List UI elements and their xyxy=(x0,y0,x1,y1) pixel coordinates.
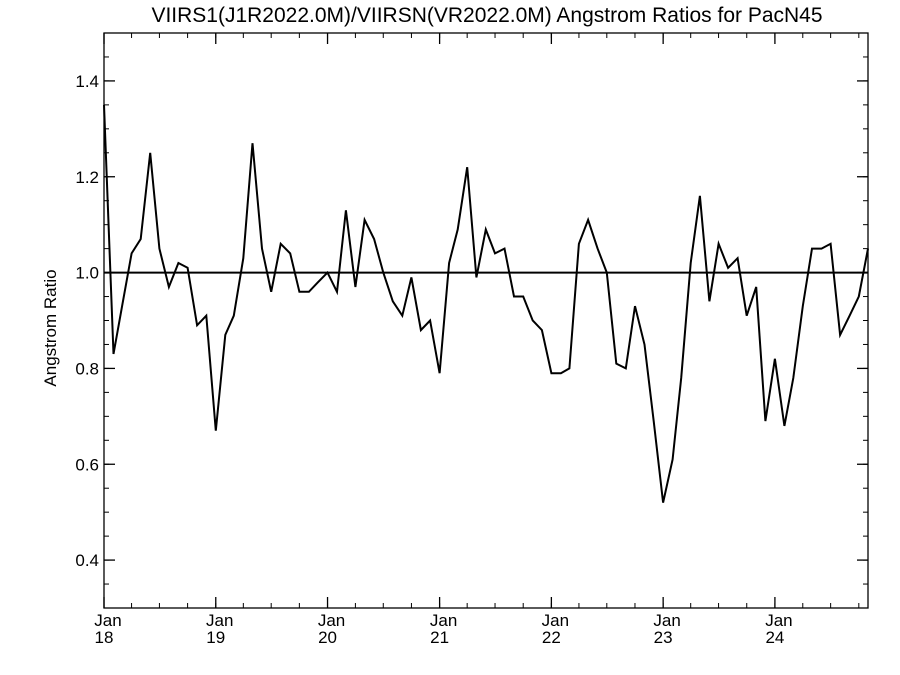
series-line xyxy=(103,104,869,503)
minor-ticks xyxy=(103,32,868,609)
x-tick-year-label: 23 xyxy=(654,628,673,647)
x-tick-month-label: Jan xyxy=(318,611,345,630)
y-axis-label: Angstrom Ratio xyxy=(41,269,60,386)
x-tick-month-label: Jan xyxy=(542,611,569,630)
x-tick-year-label: 21 xyxy=(430,628,449,647)
y-tick-label: 1.2 xyxy=(75,168,99,187)
x-tick-month-label: Jan xyxy=(206,611,233,630)
y-tick-label: 0.6 xyxy=(75,455,99,474)
x-tick-month-label: Jan xyxy=(653,611,680,630)
y-tick-label: 1.4 xyxy=(75,72,99,91)
y-tick-label: 0.4 xyxy=(75,551,99,570)
y-tick-label: 0.8 xyxy=(75,359,99,378)
x-tick-year-label: 24 xyxy=(765,628,784,647)
y-tick-label: 1.0 xyxy=(75,264,99,283)
x-tick-month-label: Jan xyxy=(765,611,792,630)
x-tick-year-label: 19 xyxy=(206,628,225,647)
chart-title: VIIRS1(J1R2022.0M)/VIIRSN(VR2022.0M) Ang… xyxy=(151,4,822,27)
plot-frame xyxy=(103,32,869,609)
x-tick-year-label: 20 xyxy=(318,628,337,647)
x-tick-month-label: Jan xyxy=(94,611,121,630)
y-axis-ticks: 0.4 0.6 0.8 1.0 1.2 1.4 xyxy=(75,72,868,570)
x-tick-month-label: Jan xyxy=(430,611,457,630)
x-tick-year-label: 22 xyxy=(542,628,561,647)
x-tick-year-label: 18 xyxy=(95,628,114,647)
